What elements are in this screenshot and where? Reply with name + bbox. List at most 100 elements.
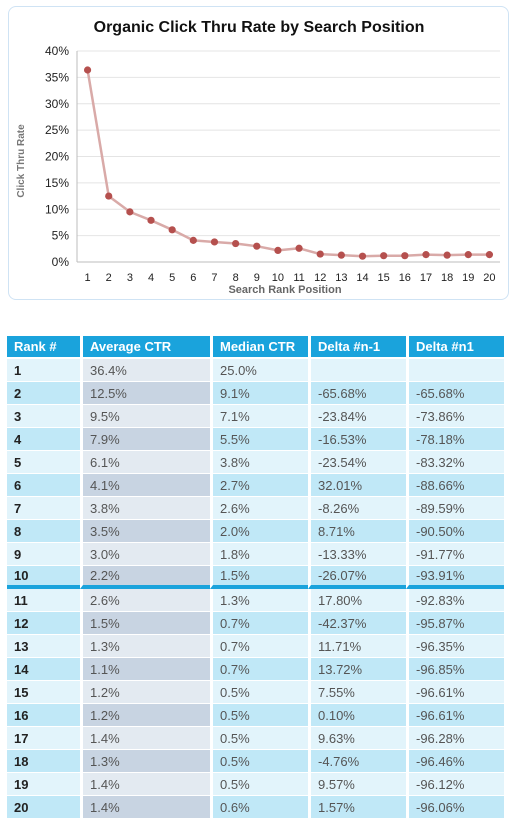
rank-cell: 11 xyxy=(7,589,80,612)
table-row: 20 1.4% 0.6% 1.57% -96.06% xyxy=(7,796,504,819)
delta-prev-cell: -4.76% xyxy=(308,750,406,773)
data-point xyxy=(126,208,134,216)
rank-cell: 2 xyxy=(7,382,80,405)
delta-first-cell: -96.35% xyxy=(406,635,504,658)
delta-first-cell: -83.32% xyxy=(406,451,504,474)
data-point xyxy=(253,242,261,250)
median-ctr-cell: 1.5% xyxy=(210,566,308,589)
delta-first-cell: -95.87% xyxy=(406,612,504,635)
delta-prev-cell: -13.33% xyxy=(308,543,406,566)
x-tick-label: 6 xyxy=(190,272,196,284)
table-row: 13 1.3% 0.7% 11.71% -96.35% xyxy=(7,635,504,658)
header-average-ctr: Average CTR xyxy=(80,336,210,359)
header-median-ctr: Median CTR xyxy=(210,336,308,359)
axis-ticks: 0%5%10%15%20%25%30%35%40%1 2 3 4 5 6 7 8 9 10 11 12… xyxy=(45,44,496,284)
table-row: 18 1.3% 0.5% -4.76% -96.46% xyxy=(7,750,504,773)
median-ctr-cell: 0.7% xyxy=(210,658,308,681)
data-point xyxy=(464,251,472,259)
x-tick-label: 19 xyxy=(462,272,474,284)
median-ctr-cell: 2.0% xyxy=(210,520,308,543)
average-ctr-cell: 1.4% xyxy=(80,773,210,796)
median-ctr-cell: 0.5% xyxy=(210,681,308,704)
average-ctr-cell: 2.6% xyxy=(80,589,210,612)
rank-cell: 8 xyxy=(7,520,80,543)
x-tick-label: 10 xyxy=(272,272,284,284)
median-ctr-cell: 0.7% xyxy=(210,612,308,635)
table-row: 3 9.5% 7.1% -23.84% -73.86% xyxy=(7,405,504,428)
header-delta-first: Delta #n1 xyxy=(406,336,504,359)
median-ctr-cell: 0.5% xyxy=(210,773,308,796)
header-rank: Rank # xyxy=(7,336,80,359)
average-ctr-cell: 1.2% xyxy=(80,704,210,727)
x-tick-label: 4 xyxy=(148,272,154,284)
table-row: 14 1.1% 0.7% 13.72% -96.85% xyxy=(7,658,504,681)
chart-title: Organic Click Thru Rate by Search Positi… xyxy=(94,19,425,36)
table-row: 11 2.6% 1.3% 17.80% -92.83% xyxy=(7,589,504,612)
x-tick-label: 5 xyxy=(169,272,175,284)
x-tick-label: 11 xyxy=(293,272,304,284)
data-point xyxy=(422,251,430,259)
delta-first-cell: -73.86% xyxy=(406,405,504,428)
y-axis-label: Click Thru Rate xyxy=(16,124,27,198)
rank-cell: 3 xyxy=(7,405,80,428)
delta-first-cell: -96.12% xyxy=(406,773,504,796)
ctr-line-chart: Organic Click Thru Rate by Search Positi… xyxy=(16,19,500,296)
data-point xyxy=(147,216,155,224)
table-row: 8 3.5% 2.0% 8.71% -90.50% xyxy=(7,520,504,543)
x-tick-label: 3 xyxy=(127,272,133,284)
data-point xyxy=(189,236,197,244)
table-header-row: Rank # Average CTR Median CTR Delta #n-1… xyxy=(7,336,504,359)
data-point xyxy=(232,239,240,248)
delta-prev-cell: -26.07% xyxy=(308,566,406,589)
median-ctr-cell: 0.5% xyxy=(210,704,308,727)
rank-cell: 12 xyxy=(7,612,80,635)
average-ctr-cell: 12.5% xyxy=(80,382,210,405)
table-row: 17 1.4% 0.5% 9.63% -96.28% xyxy=(7,727,504,750)
table-body: 1 36.4% 25.0% 2 12.5% 9.1% -65.68% -65.68% 3 9.5%… xyxy=(7,359,504,819)
x-tick-label: 15 xyxy=(378,272,390,284)
rank-cell: 6 xyxy=(7,474,80,497)
rank-cell: 9 xyxy=(7,543,80,566)
average-ctr-cell: 2.2% xyxy=(80,566,210,589)
x-tick-label: 12 xyxy=(314,272,326,284)
average-ctr-cell: 1.3% xyxy=(80,635,210,658)
x-tick-label: 7 xyxy=(211,272,217,284)
delta-first-cell: -89.59% xyxy=(406,497,504,520)
delta-prev-cell: -23.54% xyxy=(308,451,406,474)
table-row: 6 4.1% 2.7% 32.01% -88.66% xyxy=(7,474,504,497)
x-tick-label: 16 xyxy=(399,272,411,284)
average-ctr-cell: 1.1% xyxy=(80,658,210,681)
delta-prev-cell: 9.57% xyxy=(308,773,406,796)
average-ctr-cell: 1.5% xyxy=(80,612,210,635)
median-ctr-cell: 0.7% xyxy=(210,635,308,658)
data-point xyxy=(316,250,324,258)
data-point xyxy=(210,238,219,246)
table-row: 15 1.2% 0.5% 7.55% -96.61% xyxy=(7,681,504,704)
y-tick-label: 40% xyxy=(45,44,69,58)
median-ctr-cell: 0.5% xyxy=(210,727,308,750)
average-ctr-cell: 4.1% xyxy=(80,474,210,497)
table-row: 5 6.1% 3.8% -23.54% -83.32% xyxy=(7,451,504,474)
table-row: 10 2.2% 1.5% -26.07% -93.91% xyxy=(7,566,504,589)
delta-prev-cell: -42.37% xyxy=(308,612,406,635)
delta-prev-cell: 1.57% xyxy=(308,796,406,819)
average-ctr-cell: 1.2% xyxy=(80,681,210,704)
header-delta-prev: Delta #n-1 xyxy=(308,336,406,359)
delta-prev-cell: -65.68% xyxy=(308,382,406,405)
x-tick-label: 8 xyxy=(233,272,239,284)
ctr-table: Rank # Average CTR Median CTR Delta #n-1… xyxy=(7,336,504,819)
x-tick-label: 17 xyxy=(420,272,432,284)
median-ctr-cell: 3.8% xyxy=(210,451,308,474)
average-ctr-cell: 1.4% xyxy=(80,727,210,750)
data-point xyxy=(337,251,345,259)
delta-prev-cell: 13.72% xyxy=(308,658,406,681)
rank-cell: 16 xyxy=(7,704,80,727)
average-ctr-cell: 36.4% xyxy=(80,359,210,382)
x-tick-label: 2 xyxy=(106,272,112,284)
median-ctr-cell: 2.6% xyxy=(210,497,308,520)
delta-first-cell: -96.61% xyxy=(406,681,504,704)
median-ctr-cell: 2.7% xyxy=(210,474,308,497)
delta-first-cell: -96.85% xyxy=(406,658,504,681)
median-ctr-cell: 0.5% xyxy=(210,750,308,773)
x-tick-label: 18 xyxy=(441,272,453,284)
